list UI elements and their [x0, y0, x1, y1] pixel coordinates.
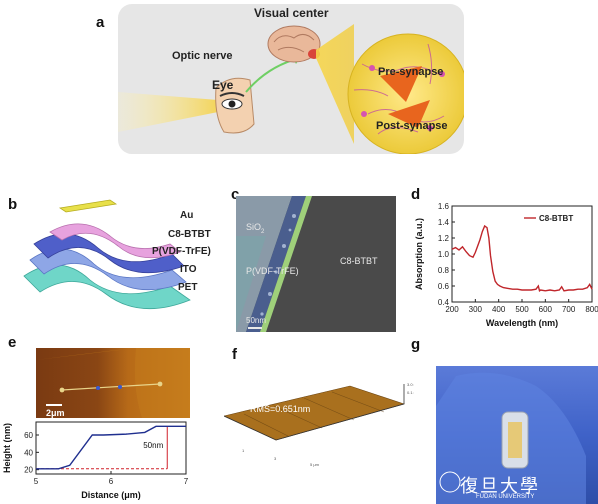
- svg-text:5 μm: 5 μm: [310, 462, 320, 467]
- x-tick-label-d: 200: [445, 305, 459, 314]
- x-axis-label-d: Wavelength (nm): [486, 318, 558, 328]
- device-photo: [436, 366, 598, 504]
- afm-scale-bar: [46, 404, 62, 406]
- y-tick-label-d: 1.0: [438, 250, 450, 259]
- rms-label: RMS=0.651nm: [250, 404, 311, 414]
- panel-label-d: d: [411, 186, 421, 203]
- panel-label-e: e: [8, 334, 17, 351]
- x-tick-label-e: 6: [109, 477, 114, 486]
- plot-frame-e: [35, 421, 187, 475]
- x-tick-label-e: 5: [34, 477, 39, 486]
- y-tick-label-d: 0.6: [438, 282, 450, 291]
- x-tick-label-d: 300: [469, 305, 483, 314]
- sio2-text: SiO: [246, 222, 262, 232]
- eye-label: Eye: [212, 78, 234, 92]
- y-tick-label-d: 0.8: [438, 266, 450, 275]
- sem-scale-label: 50nm: [246, 316, 267, 325]
- x-tick-label-d: 800: [585, 305, 598, 314]
- y-tick-label-d: 0.4: [438, 298, 450, 307]
- absorption-chart: 200 300 400 500 600 700 800 0.4 0.6 0.8 1.0 1.2 1.4 1…: [414, 202, 598, 328]
- c8btbt-sem-label: C8-BTBT: [340, 256, 378, 266]
- y-axis-label-d: Absorption (a.u.): [414, 218, 424, 290]
- y-tick-label-d: 1.6: [438, 202, 450, 211]
- watermark-text: 復旦大學: [460, 476, 540, 497]
- layer-label-c8btbt: C8-BTBT: [168, 229, 211, 240]
- x-axis-label-e: Distance (μm): [81, 490, 141, 500]
- x-tick-label-d: 500: [515, 305, 529, 314]
- zoom-cone: [316, 24, 354, 144]
- layer-label-pvdf: P(VDF-TrFE): [152, 246, 211, 257]
- height-profile-line: [36, 425, 186, 470]
- light-beam: [118, 92, 218, 132]
- panel-a-illustration: Visual center Optic nerve Eye Pre-synaps…: [118, 4, 464, 154]
- afm-scale-label: 2μm: [46, 408, 65, 418]
- sio2-label: SiO2: [246, 222, 264, 235]
- visual-center-label: Visual center: [254, 6, 329, 20]
- y-axis-label-e: Height (nm): [2, 423, 12, 473]
- pre-synapse-label: Pre-synapse: [378, 66, 444, 78]
- afm-image: [36, 348, 190, 418]
- sem-scale-bar: [248, 327, 262, 329]
- panel-b-device-stack: [20, 196, 220, 316]
- post-synapse-shape: [388, 100, 430, 128]
- x-tick-label-e: 7: [184, 477, 189, 486]
- panel-label-f: f: [232, 346, 237, 363]
- afm-scan-line: [61, 383, 161, 391]
- layer-label-pet: PET: [178, 282, 198, 293]
- panel-label-a: a: [96, 14, 105, 31]
- layer-label-ito: ITO: [180, 264, 197, 275]
- panel-c-sem-image: [236, 196, 396, 332]
- series-line-c8btbt: [451, 224, 593, 292]
- legend-label-d: C8-BTBT: [539, 214, 573, 223]
- post-synapse-label: Post-synapse: [376, 120, 448, 132]
- x-tick-label-d: 600: [539, 305, 553, 314]
- layer-label-au: Au: [180, 210, 194, 221]
- x-tick-label-d: 700: [562, 305, 576, 314]
- layer-au: [58, 199, 118, 213]
- panel-label-g: g: [411, 336, 421, 353]
- watermark-subtext: FUDAN UNIVERSITY: [476, 494, 535, 500]
- optic-nerve-label: Optic nerve: [172, 50, 233, 62]
- panel-a-svg: [118, 24, 464, 154]
- optic-nerve-arrow: [245, 57, 301, 93]
- svg-text:3: 3: [274, 456, 277, 461]
- height-profile-chart: 5 6 7 20 40 60 Distance (μm) Height (nm) 50nm: [2, 421, 189, 500]
- pre-synapse-shape: [380, 66, 422, 102]
- y-tick-label-e: 20: [24, 466, 33, 475]
- panel-label-b: b: [8, 196, 18, 213]
- svg-text:3.0 nm: 3.0 nm: [407, 382, 414, 387]
- svg-text:1: 1: [242, 448, 245, 453]
- x-tick-label-d: 400: [492, 305, 506, 314]
- layer-ito: [29, 248, 187, 291]
- y-tick-label-d: 1.2: [438, 234, 450, 243]
- layer-c8btbt: [49, 223, 181, 259]
- afm-3d-surface: 3.0 nm 0.1 nm 1 3 5 μm: [223, 370, 420, 480]
- y-tick-label-d: 1.4: [438, 218, 450, 227]
- layer-pet: [23, 264, 191, 310]
- sio2-subscript: 2: [261, 228, 265, 235]
- y-tick-label-e: 40: [24, 448, 33, 457]
- layer-pvdf: [33, 233, 185, 274]
- step-height-annotation-e: 50nm: [143, 441, 163, 450]
- panel-label-c: c: [231, 186, 240, 203]
- svg-text:0.1 nm: 0.1 nm: [407, 390, 414, 395]
- y-tick-label-e: 60: [24, 431, 33, 440]
- pvdf-label: P(VDF-TrFE): [246, 266, 299, 276]
